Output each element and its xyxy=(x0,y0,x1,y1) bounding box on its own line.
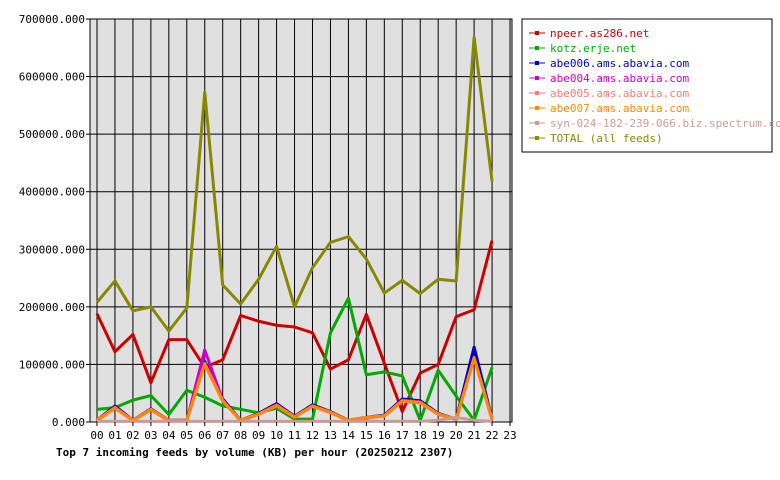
x-tick-label: 03 xyxy=(144,429,157,442)
x-tick-label: 23 xyxy=(503,429,516,442)
x-tick-label: 21 xyxy=(467,429,480,442)
x-tick-label: 00 xyxy=(90,429,103,442)
x-tick-label: 12 xyxy=(306,429,319,442)
x-tick-label: 15 xyxy=(360,429,373,442)
plot-area xyxy=(89,18,513,423)
series-line xyxy=(97,415,493,423)
grid xyxy=(90,18,512,422)
y-tick-label: 700000.000 xyxy=(19,13,85,26)
x-tick-label: 01 xyxy=(108,429,121,442)
y-tick-label: 0.000 xyxy=(52,416,85,429)
series-line xyxy=(95,35,494,333)
y-axis: 0.000 100000.000 200000.000 300000.000 40000… xyxy=(19,13,90,429)
y-tick-label: 600000.000 xyxy=(19,71,85,84)
x-tick-label: 09 xyxy=(252,429,265,442)
legend-box xyxy=(521,18,773,153)
series-line xyxy=(96,356,494,422)
legend-entry: abe006.ams.abavia.com xyxy=(550,57,689,70)
legend-entry: abe005.ams.abavia.com xyxy=(550,87,689,100)
x-tick-label: 10 xyxy=(270,429,283,442)
x-tick-label: 02 xyxy=(126,429,139,442)
x-tick-label: 17 xyxy=(396,429,409,442)
legend-entry: abe007.ams.abavia.com xyxy=(550,102,689,115)
y-tick-label: 500000.000 xyxy=(19,128,85,141)
chart-title: Top 7 incoming feeds by volume (KB) per … xyxy=(56,446,453,459)
legend-entry: syn-024-182-239-066.biz.spectrum.com xyxy=(550,117,780,130)
series-line xyxy=(95,240,494,414)
legend-swatch-marker xyxy=(535,61,539,65)
x-tick-label: 07 xyxy=(216,429,229,442)
y-tick-label: 300000.000 xyxy=(19,243,85,256)
y-tick-label: 200000.000 xyxy=(19,301,85,314)
legend-swatch-marker xyxy=(535,91,539,95)
x-tick-label: 04 xyxy=(162,429,176,442)
x-tick-label: 19 xyxy=(432,429,445,442)
x-tick-label: 18 xyxy=(414,429,427,442)
legend-entry: npeer.as286.net xyxy=(550,27,649,40)
legend-entry: abe004.ams.abavia.com xyxy=(550,72,689,85)
legend-swatch-marker xyxy=(535,31,539,35)
x-tick-label: 20 xyxy=(450,429,463,442)
legend-swatch-marker xyxy=(535,76,539,80)
legend-swatch-marker xyxy=(535,46,539,50)
x-tick-label: 08 xyxy=(234,429,247,442)
y-tick-label: 400000.000 xyxy=(19,186,85,199)
legend-swatch-marker xyxy=(535,136,539,140)
x-tick-label: 06 xyxy=(198,429,211,442)
legend-swatch-marker xyxy=(535,121,539,125)
x-axis: 00 01 02 03 04 05 06 07 08 09 10 11 12 13 14 15 16 17 18 19… xyxy=(90,422,517,442)
x-tick-label: 22 xyxy=(485,429,498,442)
x-tick-label: 14 xyxy=(342,429,356,442)
series-lines xyxy=(95,35,494,423)
legend-entry: TOTAL (all feeds) xyxy=(550,132,663,145)
legend-swatch-marker xyxy=(535,106,539,110)
x-tick-label: 11 xyxy=(288,429,301,442)
legend: npeer.as286.net kotz.erje.net abe006.ams.a… xyxy=(529,27,780,145)
legend-entry: kotz.erje.net xyxy=(550,42,636,55)
y-tick-label: 100000.000 xyxy=(19,358,85,371)
x-tick-label: 16 xyxy=(378,429,391,442)
x-tick-label: 05 xyxy=(180,429,193,442)
x-tick-label: 13 xyxy=(324,429,337,442)
